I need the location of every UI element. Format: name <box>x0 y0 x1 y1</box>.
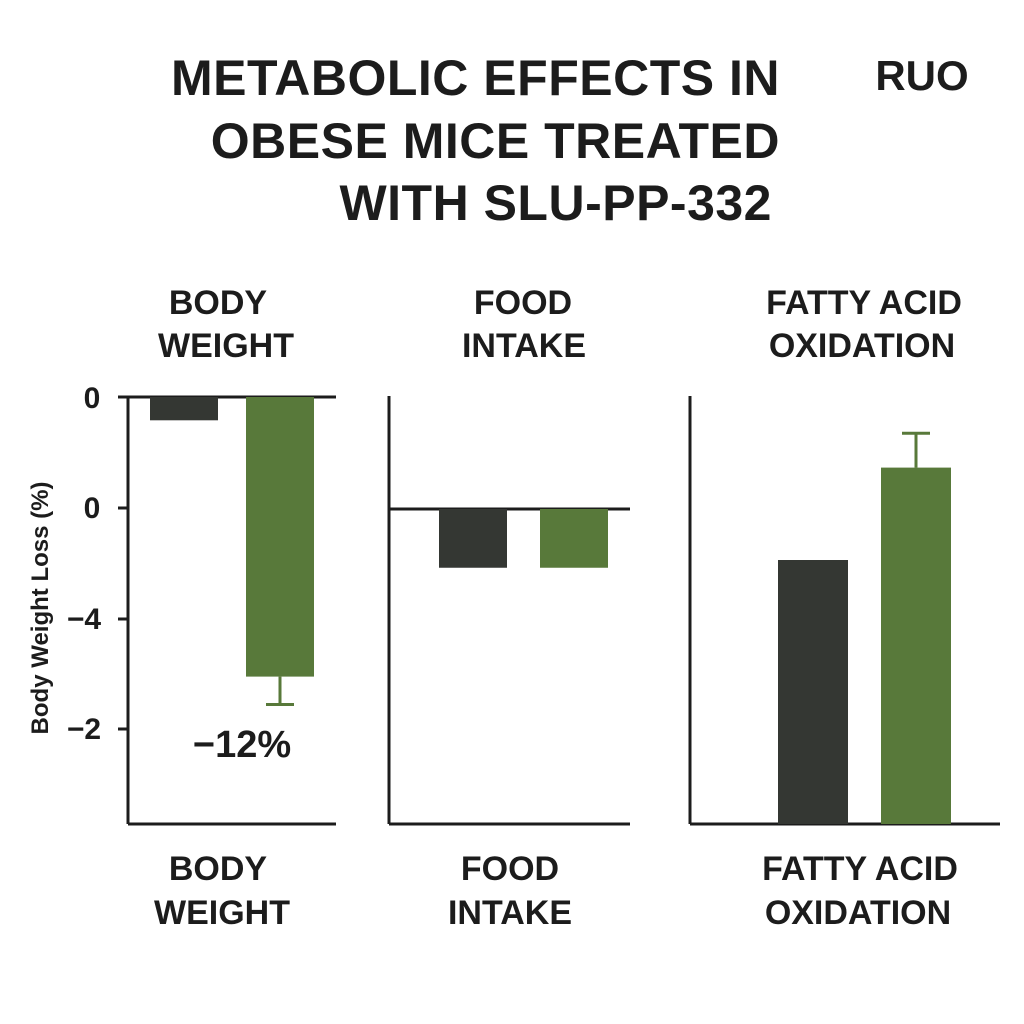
panel-title-line-1: BODY <box>169 284 268 322</box>
panel-title-line-1: FOOD <box>474 284 572 322</box>
x-category-label-line-1: BODY <box>169 850 268 888</box>
y-tick-label: −4 <box>67 603 102 636</box>
panel-fatty-acid-oxidation: FATTY ACID OXIDATION FATTY ACID OXIDATIO… <box>688 284 1000 932</box>
error-bar <box>902 431 930 468</box>
panel-title-line-2: OXIDATION <box>769 327 955 365</box>
bar-control <box>150 397 218 421</box>
title-line-3: WITH SLU-PP-332 <box>339 175 772 231</box>
title-line-1: METABOLIC EFFECTS IN <box>171 50 780 106</box>
error-bar <box>266 676 294 707</box>
bar-treated <box>246 397 314 677</box>
title-line-2: OBESE MICE TREATED <box>211 113 780 169</box>
chart-header: METABOLIC EFFECTS IN OBESE MICE TREATED … <box>171 50 969 231</box>
panel-title-line-1: FATTY ACID <box>766 284 962 322</box>
panel-title-line-2: WEIGHT <box>158 327 294 365</box>
x-category-label-line-2: INTAKE <box>448 894 572 932</box>
y-tick-label: 0 <box>84 382 101 415</box>
panel-food-intake: FOOD INTAKE FOOD INTAKE <box>387 284 630 932</box>
x-category-label-line-2: OXIDATION <box>765 894 951 932</box>
bar-control <box>778 560 848 824</box>
panel-title-line-2: INTAKE <box>462 327 586 365</box>
bar-control <box>439 509 507 568</box>
y-axis-label: Body Weight Loss (%) <box>27 482 54 735</box>
x-category-label-line-1: FATTY ACID <box>762 850 958 888</box>
x-category-label-line-2: WEIGHT <box>154 894 290 932</box>
y-tick-label: −2 <box>67 713 101 746</box>
ruo-badge: RUO <box>875 52 968 99</box>
bar-treated <box>540 509 608 568</box>
x-category-label-line-1: FOOD <box>461 850 559 888</box>
bar-annotation: −12% <box>193 724 291 766</box>
panel-body-weight: BODY WEIGHT Body Weight Loss (%) 0 0 −4 … <box>27 284 336 932</box>
y-tick-label: 0 <box>84 492 101 525</box>
bar-treated <box>881 467 951 824</box>
